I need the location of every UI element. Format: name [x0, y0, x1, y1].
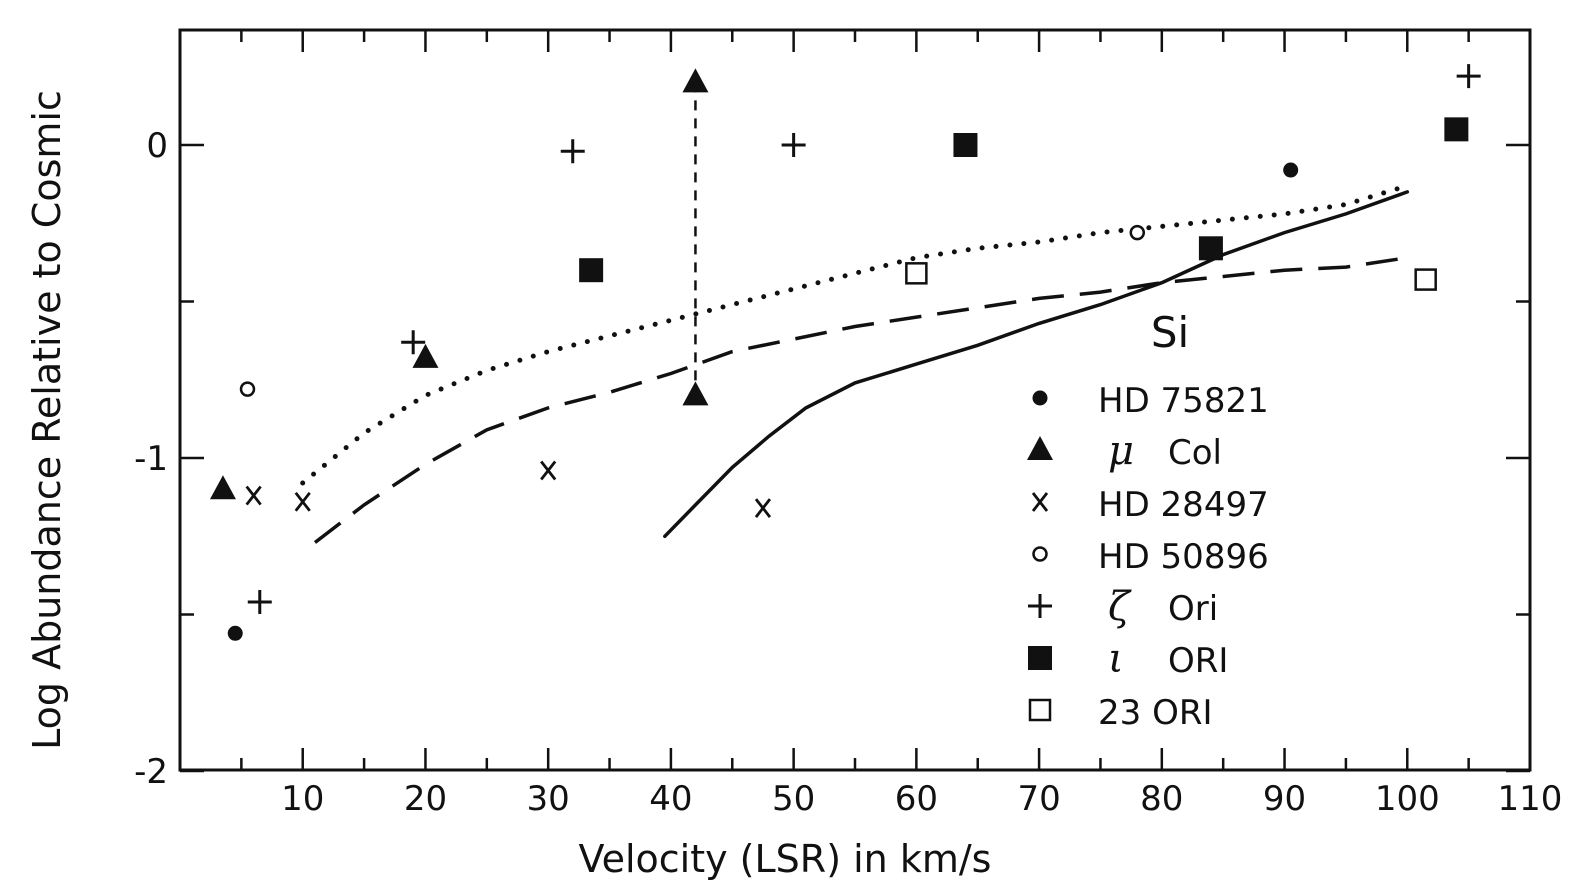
- x-tick-label: 110: [1498, 779, 1563, 819]
- data-point-filled-triangle: [682, 381, 709, 406]
- legend-prefix: μ: [1108, 428, 1134, 474]
- legend-label: ORI: [1168, 641, 1228, 681]
- data-point-plus: [781, 133, 806, 157]
- data-points: [209, 64, 1481, 641]
- data-point-x: [245, 485, 262, 506]
- legend-label: HD 50896: [1098, 537, 1269, 577]
- legend-marker: [1028, 594, 1052, 618]
- legend-prefix: ι: [1108, 636, 1124, 682]
- legend-label: Col: [1168, 433, 1222, 473]
- x-tick-label: 60: [895, 779, 938, 819]
- data-point-open-circle: [239, 381, 256, 397]
- x-tick-label: 50: [772, 779, 815, 819]
- legend-marker: [1031, 492, 1049, 512]
- legend-label: 23 ORI: [1098, 693, 1212, 733]
- x-tick-label: 70: [1017, 779, 1060, 819]
- legend-marker: [1032, 390, 1048, 406]
- y-tick-label: 0: [146, 126, 168, 166]
- data-point-filled-square: [1198, 236, 1223, 261]
- x-tick-label: 40: [649, 779, 692, 819]
- legend-marker: [1028, 698, 1052, 722]
- data-point-x: [294, 491, 311, 512]
- x-tick-label: 90: [1263, 779, 1306, 819]
- x-tick-label: 80: [1140, 779, 1183, 819]
- data-point-filled-triangle: [412, 343, 439, 368]
- data-point-x: [754, 498, 772, 518]
- axis-ticks: [180, 30, 1530, 773]
- model-curves: [300, 183, 1410, 544]
- x-axis-title: Velocity (LSR) in km/s: [579, 837, 992, 881]
- solid-curve: [663, 190, 1410, 539]
- data-point-plus: [247, 589, 272, 614]
- legend-prefix: ζ: [1108, 584, 1132, 630]
- data-point-filled-square: [579, 258, 604, 283]
- data-point-open-square: [1414, 268, 1437, 291]
- data-point-filled-circle: [1283, 162, 1299, 178]
- data-point-filled-triangle: [682, 68, 709, 93]
- data-point-plus: [1456, 64, 1481, 89]
- x-tick-label: 30: [527, 779, 570, 819]
- legend-marker: [1032, 546, 1048, 562]
- y-axis-title: Log Abundance Relative to Cosmic: [25, 90, 69, 750]
- data-point-filled-circle: [227, 625, 243, 641]
- x-tick-label: 10: [281, 779, 324, 819]
- tick-labels: 10 20 30 40 50 60 70 80 90 100 110 0 -1 -2: [134, 126, 1562, 819]
- data-point-filled-triangle: [209, 475, 236, 500]
- y-tick-label: -1: [134, 439, 168, 479]
- legend-label: HD 28497: [1098, 485, 1269, 525]
- dotted-curve: [300, 183, 1410, 486]
- y-tick-label: -2: [134, 752, 168, 792]
- data-point-open-circle: [1129, 224, 1146, 241]
- legend: HD 75821 μ Col HD 28497 HD 50896 ζ Ori ι ORI 23 O…: [1027, 381, 1269, 733]
- x-tick-label: 100: [1375, 779, 1440, 819]
- data-point-open-square: [905, 262, 928, 285]
- plot-frame: [178, 28, 1532, 772]
- element-label: Si: [1151, 308, 1189, 357]
- data-point-filled-square: [953, 133, 978, 157]
- data-point-filled-square: [1444, 117, 1469, 142]
- data-point-plus: [401, 330, 426, 355]
- legend-marker: [1027, 436, 1053, 460]
- legend-label: HD 75821: [1098, 381, 1269, 421]
- data-point-x: [540, 460, 557, 481]
- x-tick-label: 20: [404, 779, 447, 819]
- data-point-plus: [560, 139, 585, 164]
- dashed-curve: [313, 255, 1408, 544]
- legend-label: Ori: [1168, 589, 1218, 629]
- legend-marker: [1028, 646, 1052, 670]
